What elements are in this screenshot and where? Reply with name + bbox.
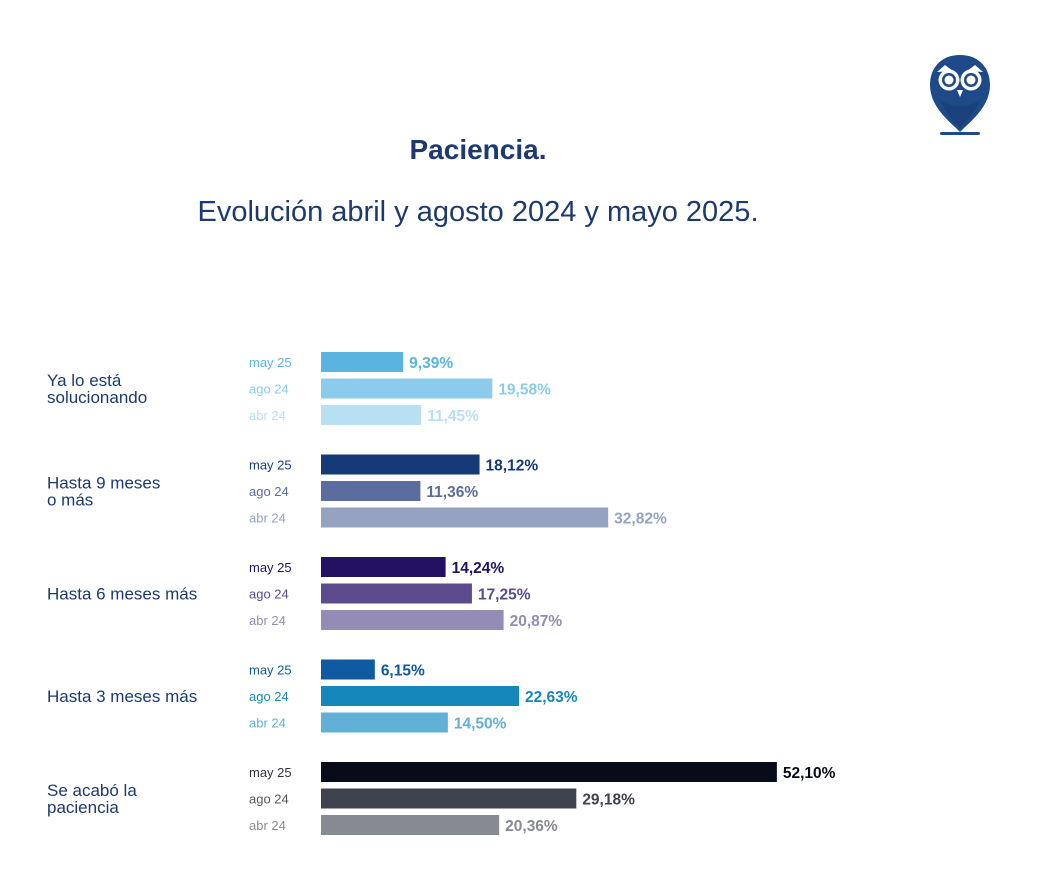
value-label: 18,12% [486, 458, 539, 475]
period-label: may 25 [249, 663, 292, 678]
bar [321, 378, 493, 399]
bar [321, 762, 777, 782]
period-label: abr 24 [249, 511, 286, 526]
bar [321, 712, 448, 733]
category-label: Se acabó la [47, 781, 137, 800]
category-label: o más [47, 491, 93, 510]
bar [321, 557, 446, 577]
value-label: 19,58% [498, 382, 551, 399]
category-label: Hasta 6 meses más [47, 585, 197, 604]
value-label: 11,36% [426, 484, 478, 501]
value-label: 14,50% [454, 716, 507, 733]
period-label: abr 24 [249, 613, 286, 628]
bar [321, 352, 404, 372]
period-label: abr 24 [249, 408, 286, 423]
bar [321, 815, 500, 835]
value-label: 32,82% [614, 511, 667, 528]
bar [321, 507, 609, 528]
period-label: abr 24 [249, 818, 286, 833]
value-label: 20,87% [510, 613, 563, 630]
value-label: 9,39% [409, 355, 453, 372]
category-label: paciencia [47, 798, 119, 817]
category-label: Hasta 3 meses más [47, 687, 197, 706]
category-label: Ya lo está [47, 371, 122, 390]
category-label: Hasta 9 meses [47, 474, 160, 493]
value-label: 22,63% [525, 689, 578, 706]
bar [321, 610, 504, 630]
bar [321, 659, 375, 680]
bar [321, 481, 421, 501]
value-label: 17,25% [478, 587, 531, 604]
value-label: 14,24% [452, 560, 505, 577]
bar [321, 583, 472, 604]
period-label: abr 24 [249, 716, 286, 731]
category-label: solucionando [47, 388, 147, 407]
period-label: may 25 [249, 355, 292, 370]
value-label: 20,36% [505, 818, 558, 835]
period-label: may 25 [249, 458, 292, 473]
bar [321, 788, 577, 809]
bar [321, 686, 520, 706]
chart-subtitle: Evolución abril y agosto 2024 y mayo 202… [197, 196, 759, 228]
value-label: 6,15% [381, 663, 425, 680]
period-label: ago 24 [249, 792, 289, 807]
chart-title: Paciencia. [409, 134, 547, 165]
owl-logo-icon [930, 55, 990, 135]
period-label: may 25 [249, 765, 292, 780]
value-label: 52,10% [783, 765, 836, 782]
bar [321, 454, 480, 475]
period-label: ago 24 [249, 382, 289, 397]
period-label: ago 24 [249, 689, 289, 704]
period-label: ago 24 [249, 484, 289, 499]
bar [321, 405, 422, 425]
period-label: may 25 [249, 560, 292, 575]
value-label: 11,45% [427, 408, 479, 425]
value-label: 29,18% [582, 792, 635, 809]
period-label: ago 24 [249, 587, 289, 602]
